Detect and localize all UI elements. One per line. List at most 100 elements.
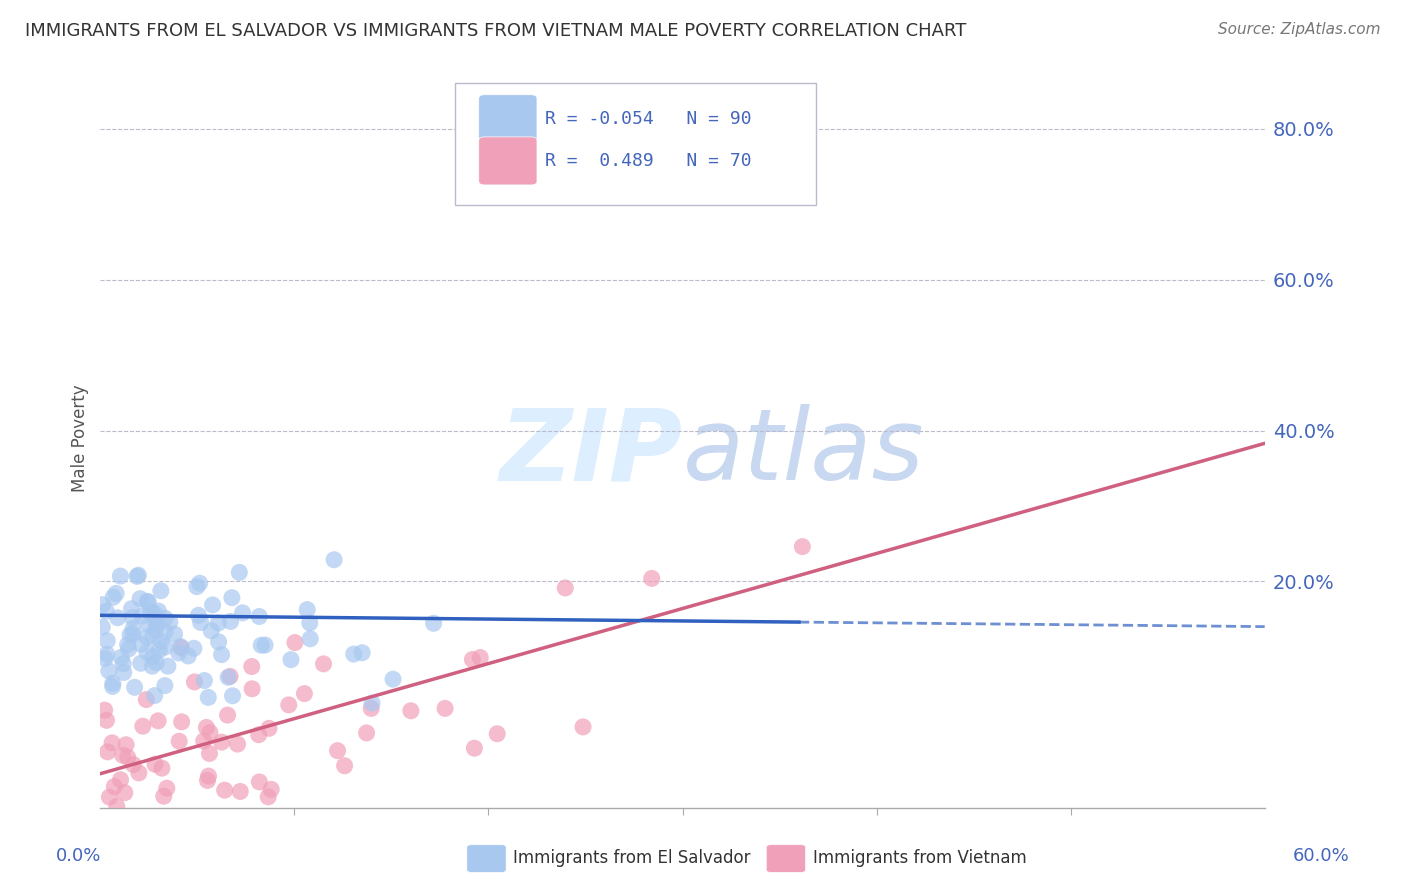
Point xyxy=(110,772,132,787)
Text: R =  0.489   N = 70: R = 0.489 N = 70 xyxy=(546,152,752,169)
Point xyxy=(117,642,139,657)
Point xyxy=(221,689,243,703)
Point xyxy=(110,650,132,665)
Point xyxy=(297,602,319,616)
FancyBboxPatch shape xyxy=(479,95,537,143)
Point xyxy=(103,780,125,794)
Point xyxy=(197,773,219,788)
Point xyxy=(226,737,249,751)
Point xyxy=(177,648,200,663)
Point xyxy=(159,615,181,629)
Point xyxy=(156,659,179,673)
Point xyxy=(211,648,233,662)
Point xyxy=(254,638,277,652)
Point xyxy=(170,640,193,655)
Point xyxy=(207,635,229,649)
Point xyxy=(214,783,236,797)
Point xyxy=(121,610,143,624)
Point xyxy=(96,633,118,648)
Point xyxy=(183,641,205,656)
Text: ZIP: ZIP xyxy=(499,404,682,501)
Point xyxy=(284,635,307,649)
Y-axis label: Male Poverty: Male Poverty xyxy=(72,384,89,491)
Point xyxy=(211,735,233,749)
Point xyxy=(298,615,321,630)
Point xyxy=(112,657,135,671)
FancyBboxPatch shape xyxy=(456,83,817,205)
Point xyxy=(148,643,170,657)
Point xyxy=(101,676,124,690)
Point xyxy=(169,640,191,654)
Point xyxy=(554,581,576,595)
Point xyxy=(183,674,205,689)
Point xyxy=(434,701,457,715)
Point xyxy=(117,638,139,652)
Text: 60.0%: 60.0% xyxy=(1294,847,1350,865)
Point xyxy=(129,591,152,606)
Point xyxy=(163,627,186,641)
Point xyxy=(135,692,157,706)
Point xyxy=(122,621,145,635)
Point xyxy=(142,649,165,664)
Point xyxy=(139,606,162,620)
Point xyxy=(143,757,166,772)
Point xyxy=(217,708,239,723)
Point xyxy=(108,824,131,838)
Point xyxy=(200,624,222,638)
Point xyxy=(127,569,149,583)
Point xyxy=(94,651,117,665)
Point xyxy=(247,775,270,789)
Point xyxy=(352,646,374,660)
Point xyxy=(198,747,221,761)
Point xyxy=(188,576,211,591)
Point xyxy=(129,637,152,651)
Point xyxy=(128,766,150,780)
Point xyxy=(136,595,159,609)
Point xyxy=(193,734,215,748)
Point xyxy=(247,609,270,624)
Point xyxy=(97,664,120,678)
Point xyxy=(98,790,121,805)
Point xyxy=(115,738,138,752)
Point xyxy=(103,591,125,605)
Point xyxy=(91,598,114,612)
Point xyxy=(150,761,173,775)
Point xyxy=(247,728,270,742)
Point xyxy=(198,725,221,739)
Point xyxy=(114,786,136,800)
Point xyxy=(143,611,166,625)
Point xyxy=(153,679,176,693)
Point xyxy=(277,698,299,712)
Point xyxy=(149,583,172,598)
Point xyxy=(217,670,239,684)
Point xyxy=(105,799,128,814)
Point xyxy=(792,540,814,554)
Point xyxy=(125,818,148,832)
Text: Immigrants from El Salvador: Immigrants from El Salvador xyxy=(513,849,751,867)
Point xyxy=(148,604,170,618)
Point xyxy=(343,647,366,661)
Point xyxy=(136,645,159,659)
Point xyxy=(97,745,120,759)
Point xyxy=(197,769,219,783)
Point xyxy=(294,687,316,701)
Point xyxy=(326,744,349,758)
Text: Immigrants from Vietnam: Immigrants from Vietnam xyxy=(813,849,1026,867)
Point xyxy=(111,748,134,763)
Point xyxy=(141,659,163,673)
Point xyxy=(260,782,283,797)
Point xyxy=(136,594,159,608)
Point xyxy=(186,580,208,594)
Point xyxy=(219,615,242,629)
Point xyxy=(193,673,215,688)
Point xyxy=(228,566,250,580)
Point xyxy=(145,623,167,637)
Point xyxy=(96,714,118,728)
Point xyxy=(240,681,263,696)
Point xyxy=(361,696,384,710)
Point xyxy=(360,701,382,715)
Point xyxy=(257,722,280,736)
Point xyxy=(167,646,190,660)
Point xyxy=(127,568,149,582)
Point xyxy=(153,611,176,625)
